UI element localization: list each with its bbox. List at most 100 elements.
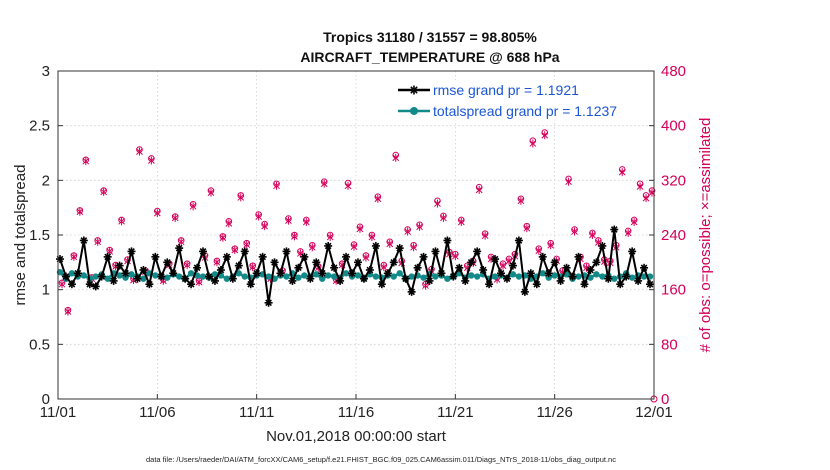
rmse-point: [175, 244, 184, 253]
rmse-point: [193, 263, 202, 272]
obs-assimilated-point: [243, 240, 251, 249]
obs-assimilated-point: [261, 222, 268, 231]
obs-assimilated-point: [499, 261, 507, 270]
rmse-point: [300, 252, 309, 261]
obs-assimilated-point: [94, 237, 102, 246]
y-tick-label: 2: [42, 172, 50, 189]
totalspread-point: [283, 273, 290, 280]
rmse-point: [377, 280, 386, 289]
totalspread-point: [432, 273, 439, 280]
obs-assimilated-point: [368, 233, 376, 242]
rmse-point: [467, 258, 476, 267]
totalspread-point: [545, 274, 552, 281]
obs-assimilated-point: [535, 246, 543, 255]
obs-assimilated-point: [350, 242, 358, 251]
y-tick-label: 1: [42, 282, 50, 299]
obs-assimilated-point: [326, 233, 334, 242]
chart-title: Tropics 31180 / 31557 = 98.805%: [323, 29, 537, 45]
obs-assimilated-point: [64, 307, 72, 316]
totalspread-point: [599, 273, 606, 280]
x-axis-label: Nov.01,2018 00:00:00 start: [266, 428, 447, 445]
y-tick-label: 3: [42, 63, 50, 80]
rmse-point: [270, 258, 279, 267]
rmse-point: [592, 258, 601, 267]
y-tick-label: 1.5: [29, 227, 50, 244]
rmse-point: [222, 252, 231, 261]
obs-assimilated-point: [380, 263, 388, 272]
rmse-point: [210, 276, 219, 285]
totalspread-point: [164, 274, 171, 281]
obs-assimilated-point: [451, 252, 459, 261]
totalspread-point: [301, 272, 308, 279]
totalspread-point: [295, 274, 302, 281]
rmse-point: [383, 269, 392, 278]
rmse-point: [336, 276, 345, 285]
rmse-point: [216, 265, 225, 274]
gridlines: [58, 71, 654, 399]
obs-assimilated-point: [344, 181, 352, 190]
rmse-point: [556, 276, 565, 285]
rmse-point: [61, 272, 70, 281]
rmse-point: [616, 280, 625, 289]
rmse-point: [330, 263, 339, 272]
rmse-point: [288, 276, 297, 285]
totalspread-point: [199, 273, 207, 280]
legend-box: [394, 80, 646, 120]
rmse-point: [91, 282, 100, 291]
rmse-point: [389, 258, 398, 267]
legend-rmse-star: [409, 85, 419, 95]
rmse-point: [246, 280, 255, 289]
obs-assimilated-point: [82, 157, 90, 166]
rmse-point: [437, 269, 446, 278]
totalspread-point: [122, 274, 129, 281]
obs-assimilated-point: [541, 131, 549, 140]
obs-assimilated-point: [565, 177, 572, 186]
rmse-point: [455, 263, 464, 272]
obs-assimilated-point: [416, 222, 423, 231]
totalspread-point: [515, 273, 523, 280]
obs-assimilated-point: [624, 228, 632, 237]
totalspread-point: [473, 273, 481, 280]
obs-assimilated-point: [308, 243, 316, 252]
obs-assimilated-point: [189, 202, 197, 211]
legend-rmse-marker: [409, 85, 419, 95]
rmse-point: [622, 272, 631, 281]
rmse-point: [640, 263, 649, 272]
rmse-point: [413, 263, 422, 272]
totalspread-point: [265, 273, 272, 280]
rmse-point: [538, 252, 547, 261]
totalspread-point: [241, 273, 248, 280]
x-tick-label: 12/01: [635, 404, 673, 421]
totalspread-point: [491, 273, 499, 280]
rmse-point: [97, 272, 106, 281]
y2-tick-label: 320: [661, 172, 686, 189]
obs-assimilated-point: [529, 139, 537, 148]
obs-assimilated-point: [302, 218, 310, 227]
obs-assimilated-point: [481, 231, 489, 240]
obs-assimilated-point: [58, 280, 66, 289]
totalspread-point: [408, 273, 415, 280]
rmse-point: [646, 280, 655, 289]
rmse-point: [306, 274, 315, 283]
totalspread-point: [175, 273, 183, 280]
obs-assimilated-point: [320, 179, 328, 188]
obs-assimilated-point: [231, 246, 239, 255]
obs-assimilated-point: [618, 168, 626, 177]
rmse-point: [121, 269, 130, 278]
y2-tick-label: 0: [661, 391, 669, 408]
x-tick-label: 11/06: [139, 404, 175, 421]
totalspread-point: [444, 275, 451, 282]
obs-assimilated-point: [76, 207, 84, 216]
y-tick-label: 2.5: [29, 118, 50, 135]
rmse-point: [199, 247, 208, 256]
obs-assimilated-point: [589, 231, 596, 239]
obs-assimilated-point: [386, 239, 394, 248]
rmse-point: [401, 274, 410, 283]
rmse-point: [151, 252, 160, 261]
obs-assimilated-point: [153, 209, 161, 218]
totalspread-point: [509, 271, 517, 278]
y2-tick-label: 400: [661, 118, 686, 135]
y2-axis-label: # of obs: o=possible; ×=assimilated: [697, 118, 714, 353]
rmse-point: [574, 252, 583, 261]
